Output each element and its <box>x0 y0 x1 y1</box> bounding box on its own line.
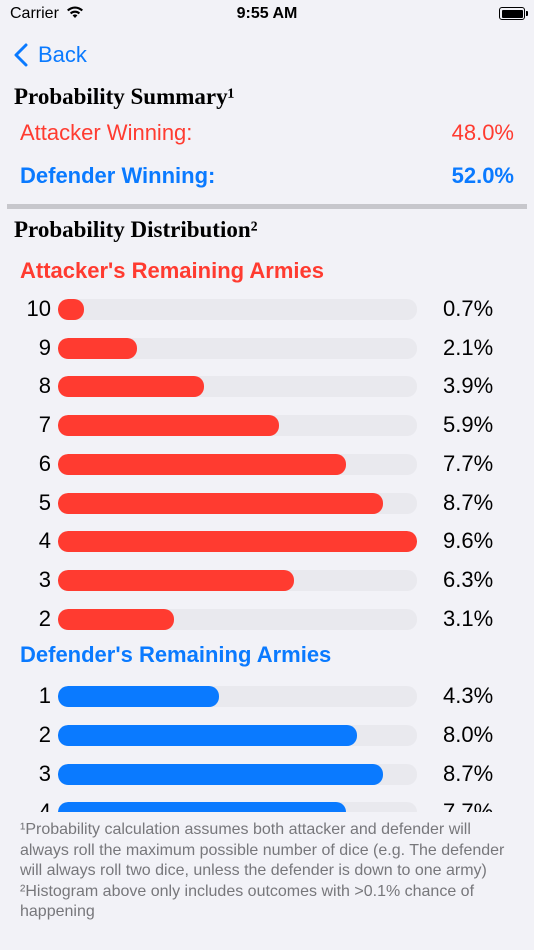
attacker-armies-label: 6 <box>38 450 51 476</box>
attacker-percent-label: 5.9% <box>443 412 494 438</box>
defender-bar <box>58 763 384 785</box>
attacker-bar-track <box>58 492 417 514</box>
attacker-bar-track <box>58 337 417 359</box>
attacker-bar <box>58 337 137 359</box>
attacker-row: 10 0.7% <box>0 290 534 329</box>
attacker-bar <box>58 569 294 591</box>
defender-winning-row: Defender Winning: 52.0% <box>20 163 514 189</box>
attacker-bar-track <box>58 569 417 591</box>
wifi-icon <box>66 5 84 24</box>
defender-armies-label: 1 <box>38 683 51 709</box>
attacker-armies-label: 2 <box>38 605 51 631</box>
attacker-row: 4 9.6% <box>0 522 534 561</box>
attacker-bar-track <box>58 608 417 630</box>
footnote-1: ¹Probability calculation assumes both at… <box>20 821 505 879</box>
attacker-percent-label: 8.7% <box>443 489 494 515</box>
attacker-bar <box>58 453 346 475</box>
section-divider <box>7 204 527 209</box>
attacker-armies-label: 3 <box>38 566 51 592</box>
defender-bar <box>58 725 358 746</box>
attacker-bar <box>58 531 417 553</box>
defender-bar-track <box>58 763 417 785</box>
status-bar: Carrier 9:55 AM <box>0 0 534 30</box>
defender-bar-track <box>58 802 417 812</box>
attacker-armies-label: 9 <box>38 334 51 360</box>
attacker-armies-title: Attacker's Remaining Armies <box>20 258 324 283</box>
battery-icon <box>499 7 528 20</box>
distribution-title: Probability Distribution² <box>14 217 258 242</box>
attacker-percent-label: 2.1% <box>443 334 494 360</box>
attacker-bar-track <box>58 376 417 398</box>
defender-row: 3 8.7% <box>0 755 534 794</box>
defender-percent-label: 4.3% <box>443 683 494 709</box>
attacker-armies-label: 7 <box>38 412 51 438</box>
attacker-percent-label: 0.7% <box>443 296 494 321</box>
attacker-row: 6 7.7% <box>0 445 534 484</box>
defender-bar-track <box>58 725 417 746</box>
defender-bar-track <box>58 686 417 708</box>
attacker-armies-label: 4 <box>38 528 51 554</box>
defender-armies-title: Defender's Remaining Armies <box>20 642 332 668</box>
attacker-percent-label: 3.1% <box>443 605 494 631</box>
attacker-row: 2 3.1% <box>0 600 534 639</box>
footnotes: ¹Probability calculation assumes both at… <box>20 820 520 923</box>
histogram-scroll-area[interactable]: 10 0.7% 9 2.1% 8 3.9% 7 5.9% 6 7.7% 5 8.7% 4 9.6% 3 6.3… <box>0 290 534 812</box>
defender-winning-label: Defender Winning: <box>20 163 216 188</box>
attacker-winning-label: Attacker Winning: <box>20 120 193 145</box>
back-button[interactable]: Back <box>14 40 87 70</box>
attacker-row: 5 8.7% <box>0 484 534 523</box>
defender-winning-value: 52.0% <box>451 163 514 188</box>
attacker-bar <box>58 299 85 320</box>
defender-percent-label: 8.7% <box>443 760 494 786</box>
attacker-percent-label: 9.6% <box>443 528 494 554</box>
attacker-bar <box>58 492 384 514</box>
summary-title: Probability Summary¹ <box>14 84 235 109</box>
clock: 9:55 AM <box>236 5 298 22</box>
chevron-left-icon <box>14 43 28 67</box>
defender-percent-label: 8.0% <box>443 722 494 747</box>
attacker-row: 7 5.9% <box>0 406 534 445</box>
back-label: Back <box>38 42 87 67</box>
attacker-bar-track <box>58 531 417 553</box>
attacker-percent-label: 7.7% <box>443 450 494 476</box>
carrier-label: Carrier <box>10 5 59 22</box>
attacker-percent-label: 3.9% <box>443 373 494 399</box>
attacker-row: 8 3.9% <box>0 367 534 406</box>
attacker-percent-label: 6.3% <box>443 566 494 592</box>
defender-bar <box>58 686 219 708</box>
attacker-bar <box>58 608 174 630</box>
attacker-winning-value: 48.0% <box>451 120 514 145</box>
attacker-armies-label: 5 <box>38 489 51 515</box>
defender-row: 2 8.0% <box>0 716 534 755</box>
attacker-bar <box>58 415 279 437</box>
attacker-row: 9 2.1% <box>0 329 534 368</box>
defender-percent-label: 7.7% <box>443 799 494 812</box>
footnote-2: ²Histogram above only includes outcomes … <box>20 882 475 921</box>
defender-armies-label: 3 <box>38 760 51 786</box>
attacker-row: 3 6.3% <box>0 561 534 600</box>
defender-armies-label: 4 <box>38 799 51 812</box>
attacker-armies-label: 10 <box>26 296 51 321</box>
defender-armies-label: 2 <box>38 722 51 747</box>
attacker-bar-track <box>58 453 417 475</box>
attacker-armies-label: 8 <box>38 373 51 399</box>
attacker-bar-track <box>58 299 417 320</box>
defender-row: 4 7.7% <box>0 793 534 812</box>
defender-row: 1 4.3% <box>0 677 534 716</box>
defender-bar <box>58 802 346 812</box>
attacker-bar-track <box>58 415 417 437</box>
attacker-bar <box>58 376 204 398</box>
attacker-winning-row: Attacker Winning: 48.0% <box>20 120 514 146</box>
